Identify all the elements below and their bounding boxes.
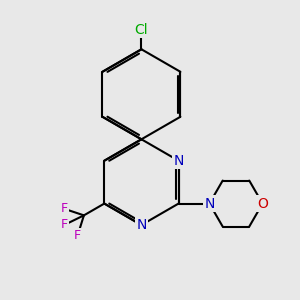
Text: F: F: [61, 202, 68, 215]
Text: F: F: [74, 230, 81, 242]
Text: N: N: [173, 154, 184, 168]
Text: N: N: [136, 218, 147, 232]
Text: Cl: Cl: [135, 23, 148, 37]
Text: O: O: [257, 196, 268, 211]
Text: F: F: [61, 218, 68, 231]
Text: N: N: [204, 196, 214, 211]
